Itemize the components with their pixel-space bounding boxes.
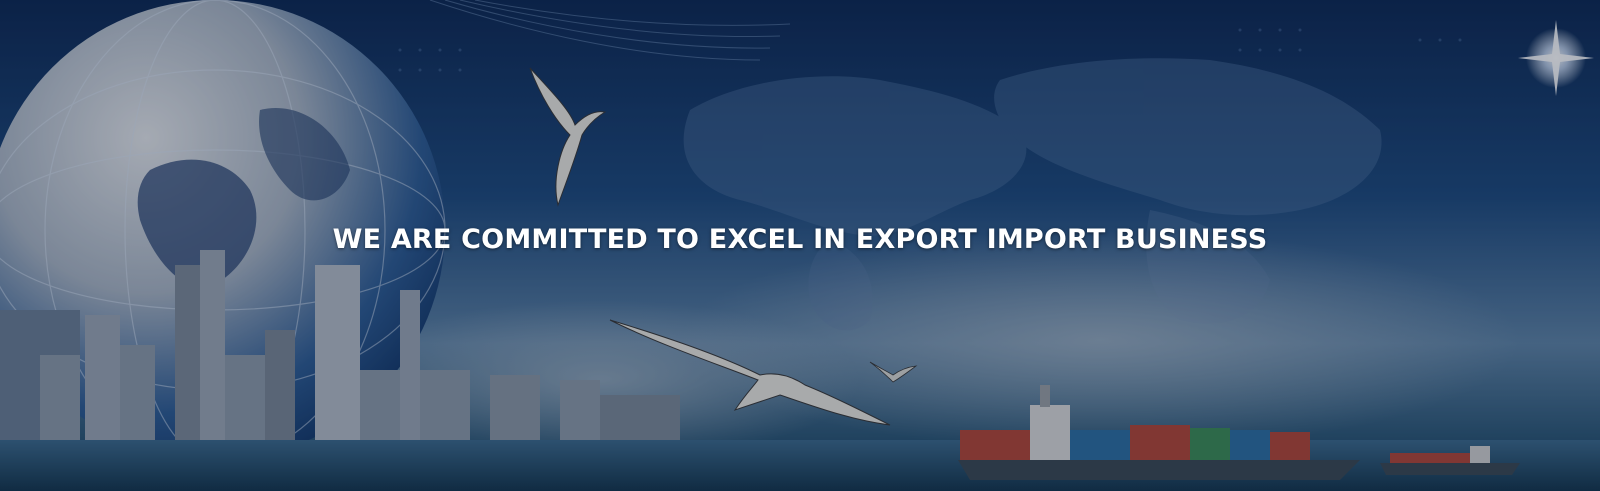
seagull-icon [869, 361, 918, 383]
city-skyline [0, 250, 680, 440]
seagull-icon [529, 67, 607, 207]
swoosh-lines [429, 0, 791, 61]
container-ship-icon [958, 385, 1360, 480]
banner-headline: WE ARE COMMITTED TO EXCEL IN EXPORT IMPO… [332, 224, 1268, 255]
seagull-icon [609, 319, 891, 426]
container-ship-icon [1380, 446, 1520, 475]
dot-grid [398, 28, 1462, 72]
sparkle-icon [1518, 20, 1594, 96]
